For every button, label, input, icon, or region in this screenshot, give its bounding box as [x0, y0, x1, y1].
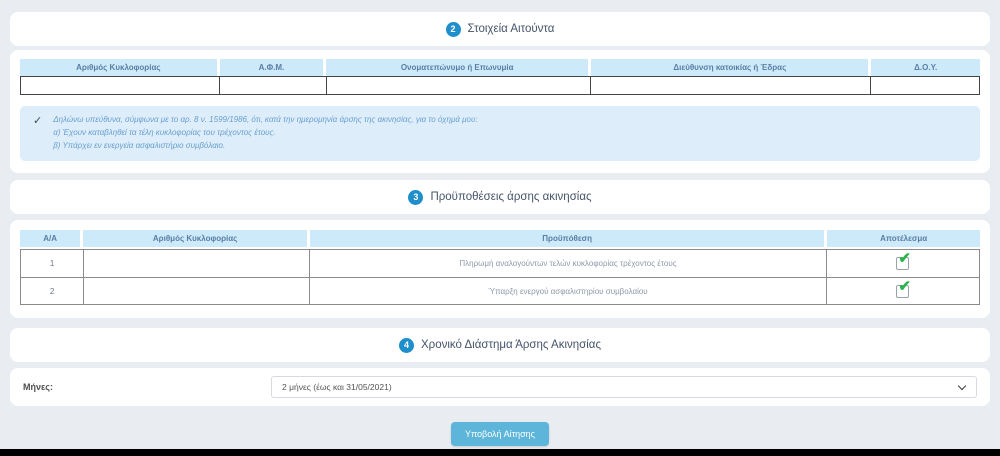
declaration-box: ✓ Δηλώνω υπεύθυνα, σύμφωνα με το αρ. 8 ν… [20, 106, 980, 162]
result-checkbox: ✔ [896, 278, 911, 298]
step-2-badge: 2 [445, 21, 461, 37]
col-header-index: Α/Α [20, 230, 84, 248]
months-selected-value: 2 μήνες (έως και 31/05/2021) [282, 382, 392, 393]
conditions-card: Α/Α Αριθμός Κυκλοφορίας Προϋπόθεση Αποτέ… [10, 220, 990, 319]
months-label: Μήνες: [23, 382, 53, 393]
step-4-badge: 4 [398, 337, 414, 353]
row-result: ✔ [827, 278, 979, 304]
declaration-text: Δηλώνω υπεύθυνα, σύμφωνα με το αρ. 8 ν. … [53, 114, 477, 152]
submit-button[interactable]: Υποβολή Αίτησης [450, 422, 550, 447]
row-plate [84, 250, 311, 278]
afm-input[interactable] [220, 78, 326, 96]
col-header-result: Αποτέλεσμα [827, 230, 980, 248]
doy-cell [870, 77, 979, 96]
row-condition: Πληρωμή αναλογούντων τελών κυκλοφορίας τ… [310, 250, 827, 278]
applicant-card: Αριθμός Κυκλοφορίας Α.Φ.Μ. Ονοματεπώνυμο… [10, 50, 990, 174]
col-header-plate2: Αριθμός Κυκλοφορίας [83, 230, 310, 248]
row-index: 2 [21, 278, 85, 305]
declaration-line-1: Δηλώνω υπεύθυνα, σύμφωνα με το αρ. 8 ν. … [53, 115, 478, 124]
doy-input[interactable] [870, 78, 979, 96]
conditions-table-header: Α/Α Αριθμός Κυκλοφορίας Προϋπόθεση Αποτέ… [20, 230, 980, 248]
step-3-badge: 3 [408, 189, 424, 205]
applicant-section-header: 2 Στοιχεία Αιτούντα [10, 12, 990, 46]
declaration-line-3: β) Υπάρχει εν ενεργεία ασφαλιστήριο συμβ… [53, 140, 226, 150]
row-index: 1 [21, 250, 85, 278]
address-cell [590, 77, 871, 96]
address-input[interactable] [590, 78, 870, 96]
check-icon: ✓ [33, 115, 43, 127]
months-select[interactable]: 2 μήνες (έως και 31/05/2021) [271, 376, 977, 399]
applicant-section-title: Στοιχεία Αιτούντα [467, 23, 555, 35]
period-section-header: 4 Χρονικό Διάστημα Άρσης Ακινησίας [10, 328, 990, 363]
col-header-plate: Αριθμός Κυκλοφορίας [20, 59, 220, 76]
conditions-section-title: Προϋποθέσεις άρσης ακινησίας [430, 191, 592, 204]
period-card: Μήνες: 2 μήνες (έως και 31/05/2021) [10, 368, 990, 407]
row-plate [84, 278, 311, 305]
table-row: 2 Ύπαρξη ενεργού ασφαλιστηρίου συμβολαίο… [21, 277, 979, 305]
col-header-doy: Δ.Ο.Υ. [871, 59, 980, 76]
chevron-down-icon [957, 382, 967, 391]
result-checkbox: ✔ [896, 251, 911, 271]
applicant-table-row [20, 76, 980, 96]
name-cell [326, 77, 591, 96]
col-header-address: Διεύθυνση κατοικίας ή Έδρας [591, 59, 872, 76]
plate-cell [21, 77, 221, 96]
green-checkmark-icon: ✔ [898, 278, 911, 295]
row-condition: Ύπαρξη ενεργού ασφαλιστηρίου συμβολαίου [310, 278, 827, 305]
applicant-table-header: Αριθμός Κυκλοφορίας Α.Φ.Μ. Ονοματεπώνυμο… [20, 59, 980, 76]
declaration-line-2: α) Έχουν καταβληθεί τα τέλη κυκλοφορίας … [53, 127, 276, 137]
table-row: 1 Πληρωμή αναλογούντων τελών κυκλοφορίας… [21, 250, 979, 278]
afm-cell [220, 77, 327, 96]
col-header-name: Ονοματεπώνυμο ή Επωνυμία [326, 59, 592, 76]
plate-input[interactable] [21, 78, 220, 96]
row-result: ✔ [827, 250, 979, 277]
submit-area: Υποβολή Αίτησης [0, 422, 1000, 447]
conditions-table-body: 1 Πληρωμή αναλογούντων τελών κυκλοφορίας… [20, 249, 980, 306]
col-header-condition: Προϋπόθεση [309, 230, 828, 248]
name-input[interactable] [326, 78, 590, 96]
period-section-title: Χρονικό Διάστημα Άρσης Ακινησίας [420, 339, 601, 352]
bottom-black-bar [0, 449, 1000, 456]
col-header-afm: Α.Φ.Μ. [219, 59, 327, 76]
green-checkmark-icon: ✔ [898, 250, 911, 268]
conditions-section-header: 3 Προϋποθέσεις άρσης ακινησίας [10, 180, 990, 215]
